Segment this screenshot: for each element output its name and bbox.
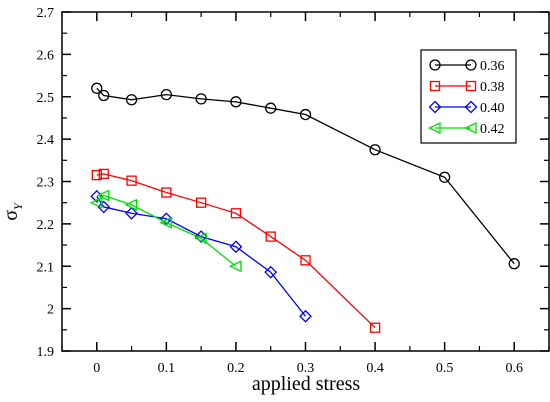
- y-tick-label: 2.1: [37, 260, 55, 275]
- data-point: [230, 96, 242, 108]
- data-point: [96, 189, 110, 202]
- y-tick-label: 2.6: [37, 48, 55, 63]
- x-tick-label: 0.2: [227, 361, 245, 376]
- data-point: [300, 255, 311, 266]
- series-line: [96, 173, 376, 329]
- series-3: [89, 189, 242, 273]
- x-tick-label: 0.6: [505, 361, 523, 376]
- legend-marker: [464, 100, 478, 114]
- legend-label: 0.40: [480, 101, 505, 116]
- data-point: [230, 208, 242, 219]
- axis-ticks: 0 0.1 0.2 0.3 0.4 0.5 0.6 1.9 2 2.1 2.2 2.3 2.4 2.5 2.…: [37, 6, 550, 376]
- data-point: [299, 309, 312, 323]
- data-point: [159, 212, 173, 226]
- x-tick-label: 0.4: [366, 361, 384, 376]
- data-point: [125, 94, 138, 106]
- y-tick-label: 2.4: [37, 133, 55, 148]
- data-point: [125, 206, 138, 220]
- legend-marker: [427, 121, 441, 135]
- y-tick-label: 2.3: [37, 176, 55, 191]
- y-axis-title: σY: [0, 202, 25, 221]
- data-point: [159, 216, 173, 229]
- x-axis-title: applied stress: [252, 373, 361, 395]
- data-point: [229, 240, 243, 254]
- data-point: [195, 93, 207, 105]
- data-point: [228, 260, 242, 273]
- data-point: [126, 175, 137, 186]
- series-1: [91, 168, 381, 333]
- y-axis-title-symbol: σ: [0, 210, 22, 221]
- legend-label: 0.38: [480, 80, 505, 95]
- data-point: [265, 102, 277, 114]
- y-tick-label: 2: [47, 303, 54, 318]
- x-tick-label: 0.3: [297, 361, 315, 376]
- data-point: [91, 82, 103, 94]
- data-point: [369, 322, 381, 333]
- data-point: [124, 198, 138, 211]
- data-point: [508, 258, 520, 270]
- data-point: [89, 196, 103, 209]
- series-layer: [89, 82, 520, 333]
- data-point: [369, 144, 381, 156]
- data-point: [438, 171, 451, 183]
- legend-label: 0.36: [480, 59, 505, 74]
- series-2: [90, 189, 312, 323]
- data-point: [160, 88, 173, 101]
- data-point: [265, 231, 276, 242]
- data-point: [98, 168, 109, 180]
- x-tick-label: 0.1: [158, 361, 176, 376]
- legend-marker: [465, 80, 477, 92]
- x-tick-label: 0.5: [436, 361, 454, 376]
- legend-label: 0.42: [480, 122, 505, 137]
- legend-marker: [429, 80, 441, 92]
- series-line: [96, 195, 307, 317]
- legend-marker: [463, 121, 477, 135]
- legend-marker: [428, 100, 442, 114]
- data-point: [194, 232, 207, 245]
- y-tick-label: 2.2: [37, 218, 55, 233]
- data-point: [97, 200, 111, 214]
- data-point: [161, 187, 172, 198]
- legend-marker: [465, 59, 477, 71]
- series-0: [91, 82, 520, 270]
- y-tick-label: 2.7: [37, 6, 55, 21]
- y-tick-label: 2.5: [37, 91, 55, 106]
- data-point: [195, 197, 207, 208]
- series-line: [96, 194, 237, 267]
- y-axis-title-subscript: Y: [11, 202, 25, 210]
- x-tick-label: 0: [93, 361, 100, 376]
- legend-marker: [429, 59, 441, 71]
- data-point: [299, 108, 312, 121]
- data-point: [194, 230, 208, 244]
- data-point: [91, 169, 102, 181]
- data-point: [98, 89, 110, 102]
- legend: 0.36 0.38 0.40 0.42: [420, 49, 517, 144]
- series-line: [96, 87, 515, 265]
- data-point: [264, 265, 278, 279]
- y-tick-label: 1.9: [37, 345, 55, 360]
